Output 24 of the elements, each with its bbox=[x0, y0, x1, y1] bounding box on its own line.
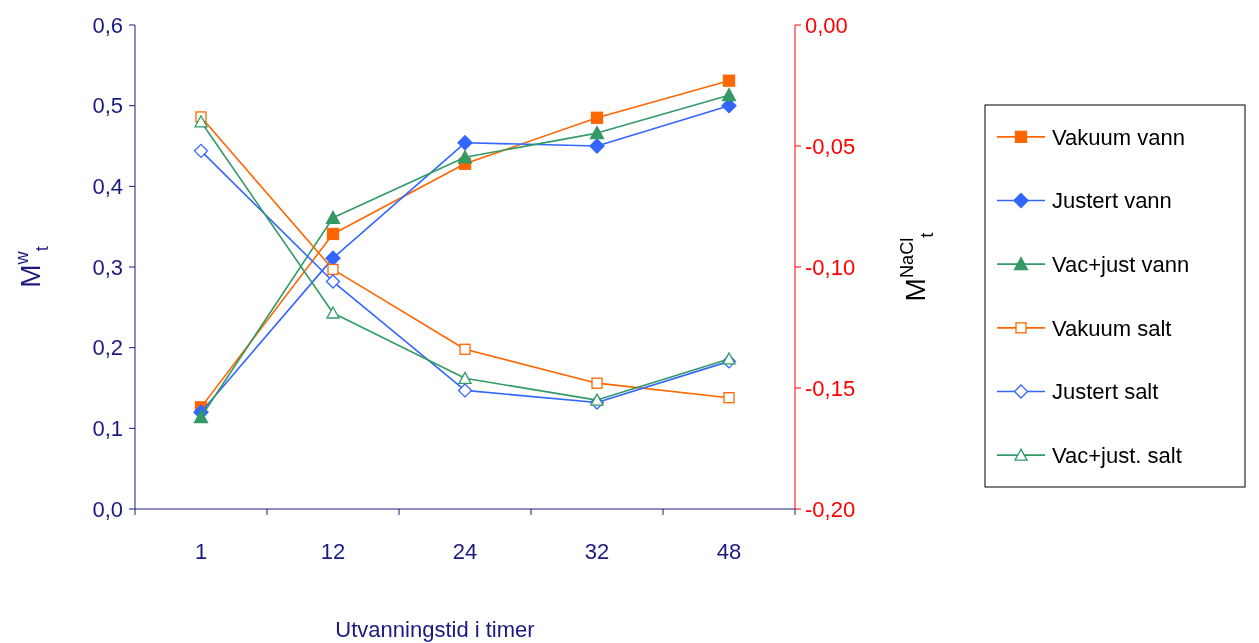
x-tick-label: 32 bbox=[584, 539, 610, 564]
y2-tick-label: -0,20 bbox=[805, 496, 856, 522]
x-axis-title: Utvanningstid i timer bbox=[335, 617, 535, 642]
y-tick-label: 0,0 bbox=[92, 496, 123, 522]
legend-label: Justert salt bbox=[1052, 379, 1159, 405]
y-tick-label: 0,3 bbox=[92, 254, 123, 280]
legend-label: Vac+just. salt bbox=[1052, 442, 1182, 468]
y-tick-label: 0,4 bbox=[92, 174, 123, 200]
x-tick-label: 48 bbox=[716, 539, 742, 564]
legend-label: Vakuum salt bbox=[1052, 315, 1172, 341]
x-tick-label: 24 bbox=[452, 539, 478, 564]
y2-tick-label: -0,05 bbox=[805, 133, 856, 159]
legend-label: Justert vann bbox=[1052, 188, 1172, 214]
y2-tick-label: -0,10 bbox=[805, 254, 856, 280]
y-tick-label: 0,1 bbox=[92, 416, 123, 442]
x-tick-label: 1 bbox=[194, 539, 208, 564]
legend-label: Vac+just vann bbox=[1052, 251, 1190, 277]
y-tick-label: 0,2 bbox=[92, 335, 123, 361]
legend-label: Vakuum vann bbox=[1052, 124, 1185, 150]
y2-tick-label: 0,00 bbox=[805, 12, 848, 38]
y-tick-label: 0,6 bbox=[92, 12, 123, 38]
y-tick-label: 0,5 bbox=[92, 93, 123, 119]
x-tick-label: 12 bbox=[320, 539, 346, 564]
y2-tick-label: -0,15 bbox=[805, 375, 856, 401]
